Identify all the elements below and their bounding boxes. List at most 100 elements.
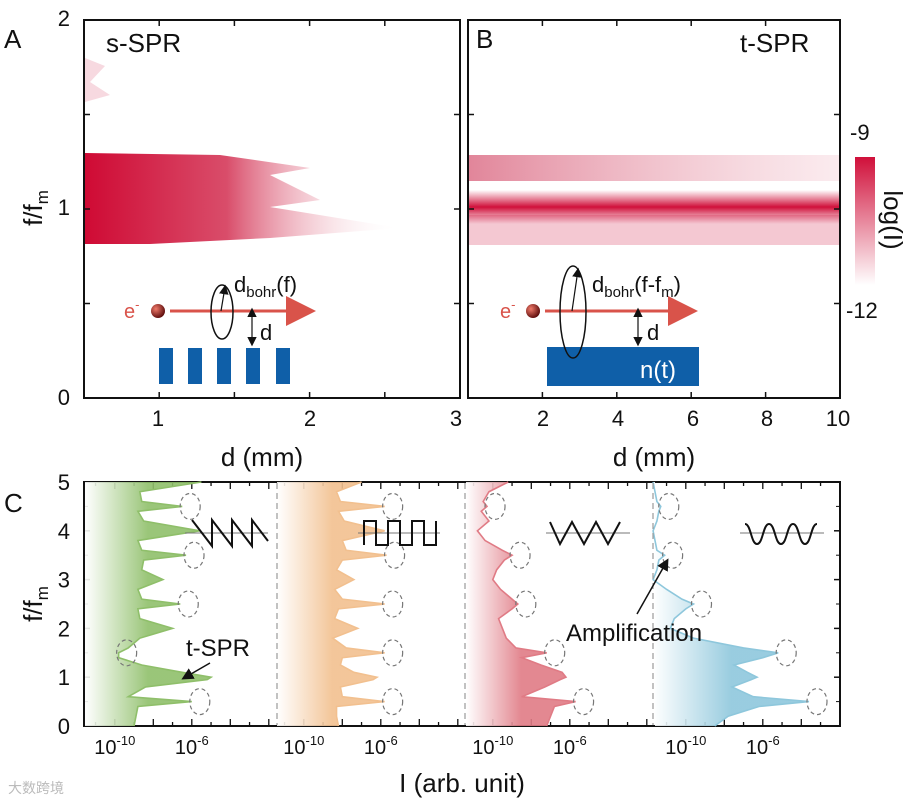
panel-a-heatmap: [85, 58, 400, 244]
highlight-circle: [658, 492, 680, 520]
c-ytick: 0: [58, 714, 70, 739]
b-xtick-2: 2: [537, 406, 549, 431]
c-xtick: 10-10: [665, 733, 706, 759]
spectrum-line-square: [331, 481, 387, 727]
panel-label-c: C: [4, 488, 23, 518]
c-xtick: 10-10: [94, 733, 135, 759]
distance-label-b: d: [647, 320, 659, 345]
heatmap-b-band-main: [469, 190, 839, 224]
b-xtick-8: 8: [761, 406, 773, 431]
highlight-circle: [515, 590, 537, 618]
highlight-circle: [509, 541, 531, 569]
triangle-wave-icon: [549, 519, 621, 547]
spectrum-line-sine: [652, 481, 810, 727]
highlight-circle: [179, 492, 201, 520]
panel-label-b: B: [476, 24, 493, 54]
b-xtick-4: 4: [612, 406, 624, 431]
c-ytick: 2: [58, 616, 70, 641]
b-xtick-6: 6: [687, 406, 699, 431]
highlight-circle: [382, 590, 404, 618]
a-ytick-1: 1: [58, 195, 70, 220]
c-ytick: 4: [58, 519, 70, 544]
colorbar-min: -12: [846, 298, 878, 323]
electron-label-b: e-: [500, 297, 515, 323]
highlight-circle: [382, 687, 404, 716]
electron-icon: [526, 304, 540, 318]
highlight-circle: [572, 687, 595, 716]
tspr-arrow-icon: [181, 662, 211, 680]
c-xtick: 10-6: [175, 733, 209, 759]
bohr-label-b: dbohr(f-fm): [592, 272, 681, 301]
highlight-circle: [382, 639, 404, 667]
spectrum-area-square: [277, 482, 387, 726]
inset-a-schematic: e- dbohr(f) d: [124, 272, 316, 384]
c-xtick: 10-10: [472, 733, 513, 759]
c-xtick: 10-6: [553, 733, 587, 759]
highlight-circle: [383, 541, 406, 569]
highlight-circle: [116, 639, 138, 667]
colorbar-label: log(I): [878, 190, 908, 249]
spectrum-line-triangle: [476, 481, 576, 727]
panel-a-title: s-SPR: [106, 28, 181, 58]
radius-arrow-icon: [571, 267, 582, 312]
amplification-arrow-icon: [636, 558, 669, 615]
a-xlabel: d (mm): [221, 442, 303, 472]
modulation-label: n(t): [640, 357, 676, 384]
a-xtick-1: 1: [152, 406, 164, 431]
highlight-circle: [484, 492, 506, 520]
time-modulated-slab: [547, 347, 699, 386]
sine-wave-icon: [744, 522, 818, 546]
highlight-circle: [382, 492, 404, 520]
spectrum-area-sine: [653, 482, 809, 726]
a-ylabel: f/fm: [18, 190, 52, 226]
a-xtick-3: 3: [450, 406, 462, 431]
c-ytick: 3: [58, 568, 70, 593]
panel-b-title: t-SPR: [740, 28, 809, 58]
grating-icon: [159, 348, 290, 384]
electron-label-a: e-: [124, 297, 139, 323]
c-ytick: 1: [58, 665, 70, 690]
a-xtick-2: 2: [304, 406, 316, 431]
c-xtick: 10-10: [283, 733, 324, 759]
bohr-ellipse-icon: [559, 265, 587, 359]
sawtooth-wave-icon: [191, 517, 269, 549]
highlight-circle: [177, 590, 199, 618]
c-xtick: 10-6: [364, 733, 398, 759]
electron-icon: [151, 304, 165, 318]
annotation-amplification: Amplification: [566, 620, 702, 647]
distance-label-a: d: [260, 320, 272, 345]
colorbar: [855, 157, 875, 285]
highlight-circle: [806, 687, 828, 716]
spectrum-area-triangle: [466, 482, 576, 726]
a-ytick-2: 2: [58, 6, 70, 31]
watermark: 大数跨境: [8, 780, 64, 796]
highlight-circle: [662, 541, 684, 569]
b-xtick-10: 10: [826, 406, 850, 431]
heatmap-b-band-upper: [469, 155, 839, 181]
panel-b-heatmap: [469, 155, 839, 245]
highlight-circle: [544, 639, 566, 667]
c-ytick: 5: [58, 470, 70, 495]
highlight-circle: [183, 541, 205, 569]
bohr-label-a: dbohr(f): [234, 272, 297, 301]
square-wave-icon: [363, 520, 437, 546]
panel-c-spectra: [85, 481, 828, 727]
spectrum-line-sawtooth: [117, 481, 214, 727]
inset-b-schematic: e- dbohr(f-fm) d n(t): [500, 265, 699, 386]
spectrum-area-sawtooth: [85, 482, 212, 726]
a-ytick-0: 0: [58, 385, 70, 410]
heatmap-a-weak-band: [85, 58, 110, 102]
highlight-circle: [189, 687, 211, 716]
c-xlabel: I (arb. unit): [399, 768, 525, 798]
radius-arrow-icon: [219, 284, 229, 312]
c-xtick: 10-6: [746, 733, 780, 759]
heatmap-a-main-band: [85, 153, 400, 244]
panel-label-a: A: [4, 24, 22, 54]
b-xlabel: d (mm): [613, 442, 695, 472]
annotation-tspr: t-SPR: [186, 635, 250, 662]
highlight-circle: [690, 590, 713, 618]
highlight-circle: [775, 639, 797, 667]
subpanel-dividers: [276, 483, 654, 725]
